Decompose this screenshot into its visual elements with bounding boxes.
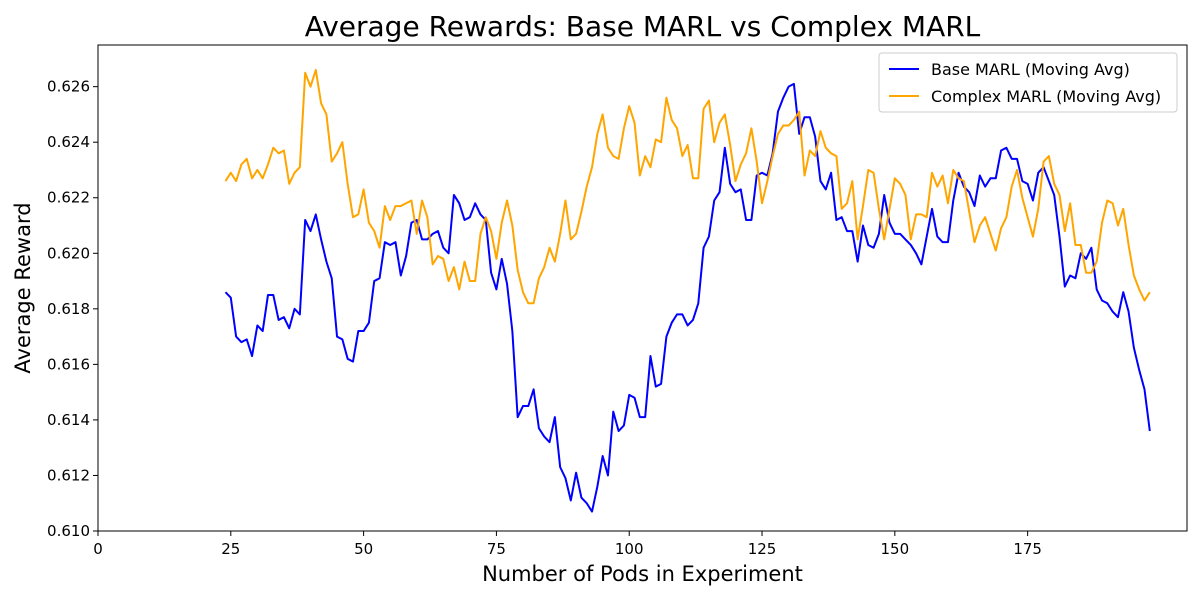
series-line-base-marl [224, 82, 1151, 513]
y-tick-label: 0.614 [47, 411, 90, 429]
x-axis: 0 25 50 75 100 125 150 175 [93, 531, 1042, 558]
y-tick-label: 0.624 [47, 133, 90, 151]
legend-label: Base MARL (Moving Avg) [931, 60, 1130, 79]
plot-frame [97, 44, 1188, 532]
legend-label: Complex MARL (Moving Avg) [931, 87, 1161, 106]
x-tick-label: 25 [221, 540, 240, 558]
y-tick-label: 0.626 [47, 78, 90, 96]
y-tick-label: 0.612 [47, 466, 90, 484]
legend: Base MARL (Moving Avg) Complex MARL (Movi… [878, 52, 1178, 113]
x-tick-label: 100 [615, 540, 644, 558]
y-tick-label: 0.620 [47, 244, 90, 262]
y-axis: 0.610 0.612 0.614 0.616 0.618 0.620 0.622 0.624… [47, 78, 98, 540]
x-tick-label: 0 [93, 540, 103, 558]
series-line-complex-marl [224, 68, 1151, 305]
y-tick-label: 0.610 [47, 522, 90, 540]
x-tick-label: 175 [1013, 540, 1042, 558]
series-layer [224, 68, 1151, 513]
x-axis-title: Number of Pods in Experiment [482, 562, 803, 586]
y-tick-label: 0.622 [47, 189, 90, 207]
x-tick-label: 150 [881, 540, 910, 558]
legend-box [878, 52, 1178, 113]
x-tick-label: 50 [354, 540, 373, 558]
y-axis-title: Average Reward [11, 202, 35, 373]
x-tick-label: 75 [487, 540, 506, 558]
y-tick-label: 0.616 [47, 355, 90, 373]
x-tick-label: 125 [748, 540, 777, 558]
chart-title: Average Rewards: Base MARL vs Complex MA… [305, 10, 981, 43]
y-tick-label: 0.618 [47, 300, 90, 318]
